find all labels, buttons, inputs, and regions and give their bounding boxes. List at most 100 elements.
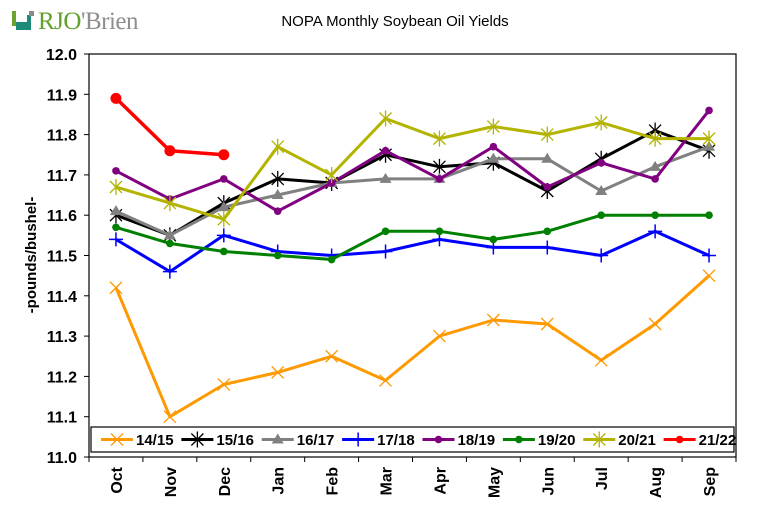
logo-text-rjo: RJO bbox=[38, 8, 81, 35]
series-line bbox=[115, 145, 710, 237]
y-tick-label: 11.8 bbox=[47, 128, 77, 145]
data-point bbox=[702, 130, 716, 147]
legend-item: 14/15 bbox=[101, 432, 174, 449]
y-tick-label: 11.1 bbox=[47, 410, 77, 427]
data-point bbox=[271, 365, 285, 379]
legend-swatch-marker bbox=[675, 435, 684, 444]
data-point bbox=[327, 179, 336, 187]
data-point bbox=[597, 211, 606, 219]
legend-label: 20/21 bbox=[618, 432, 656, 449]
data-point bbox=[217, 378, 231, 391]
data-point bbox=[540, 126, 554, 143]
data-point bbox=[594, 353, 608, 367]
data-point bbox=[271, 189, 284, 200]
data-point bbox=[110, 92, 122, 104]
data-point bbox=[489, 142, 498, 151]
series-line bbox=[115, 229, 710, 274]
series-14-15 bbox=[109, 269, 716, 424]
legend-item: 16/17 bbox=[261, 432, 335, 449]
data-point bbox=[164, 145, 176, 157]
series-20-21 bbox=[109, 110, 716, 228]
data-point bbox=[218, 149, 230, 161]
series-19-20 bbox=[112, 211, 713, 264]
data-point bbox=[435, 175, 444, 183]
data-point bbox=[702, 248, 717, 263]
data-point bbox=[162, 264, 177, 279]
legend-label: 21/22 bbox=[699, 432, 737, 449]
data-point bbox=[705, 106, 713, 115]
x-tick-label: Aug bbox=[648, 467, 665, 498]
x-tick-label: Oct bbox=[109, 466, 126, 493]
data-point bbox=[435, 227, 444, 236]
data-point bbox=[594, 114, 608, 131]
data-point bbox=[489, 235, 498, 244]
data-point bbox=[163, 229, 176, 240]
y-tick-label: 11.2 bbox=[47, 369, 77, 386]
data-point bbox=[381, 146, 390, 155]
legend-label: 16/17 bbox=[297, 432, 335, 449]
data-point bbox=[109, 205, 122, 216]
data-point bbox=[108, 232, 123, 247]
y-tick-label: 12.0 bbox=[46, 47, 77, 64]
data-point bbox=[379, 172, 392, 183]
x-tick-label: Sep bbox=[702, 467, 719, 497]
series-line bbox=[115, 213, 709, 261]
legend-swatch-marker bbox=[592, 431, 606, 448]
legend-item: 19/20 bbox=[502, 432, 576, 449]
data-point bbox=[594, 248, 609, 263]
data-point bbox=[325, 166, 339, 183]
series-line bbox=[115, 117, 709, 221]
data-point bbox=[163, 410, 177, 424]
chart-title: NOPA Monthly Soybean Oil Yields bbox=[281, 13, 508, 30]
data-point bbox=[595, 185, 608, 196]
legend-swatch-marker bbox=[434, 435, 443, 444]
plot-area bbox=[88, 53, 737, 458]
x-tick-label: Nov bbox=[163, 467, 180, 497]
x-tick-label: May bbox=[486, 467, 503, 498]
series-17-18 bbox=[108, 224, 717, 279]
legend-item: 15/16 bbox=[181, 431, 254, 449]
data-point bbox=[543, 183, 552, 191]
data-point bbox=[327, 255, 336, 264]
data-point bbox=[378, 244, 393, 259]
data-point bbox=[271, 138, 285, 155]
legend-item: 21/22 bbox=[663, 432, 737, 449]
data-point bbox=[325, 349, 339, 363]
data-point bbox=[219, 175, 228, 183]
data-point bbox=[651, 175, 659, 183]
legend-swatch-marker bbox=[515, 435, 523, 444]
legend-label: 17/18 bbox=[377, 432, 415, 449]
series-line bbox=[115, 109, 711, 213]
logo-text-brien: 'Brien bbox=[80, 8, 139, 35]
data-point bbox=[381, 227, 390, 236]
x-tick-label: Apr bbox=[432, 467, 449, 495]
data-point bbox=[540, 240, 555, 255]
data-point bbox=[702, 269, 716, 283]
y-tick-label: 11.7 bbox=[47, 168, 77, 185]
legend-label: 19/20 bbox=[538, 432, 576, 449]
data-point bbox=[163, 195, 177, 212]
data-point bbox=[486, 118, 500, 135]
series-line bbox=[114, 274, 711, 419]
data-point bbox=[273, 251, 282, 260]
legend-label: 18/19 bbox=[458, 432, 496, 449]
data-point bbox=[379, 110, 393, 127]
legend-swatch-marker bbox=[110, 433, 124, 446]
x-tick-label: Jul bbox=[594, 467, 611, 490]
y-tick-label: 11.9 bbox=[47, 87, 77, 104]
legend-swatch-marker bbox=[190, 431, 204, 448]
data-point bbox=[112, 223, 120, 232]
legend-label: 14/15 bbox=[136, 432, 174, 449]
data-point bbox=[112, 167, 120, 175]
y-axis-label: -pounds/bushel- bbox=[23, 197, 40, 314]
y-tick-label: 11.4 bbox=[47, 289, 77, 306]
logo-mark-icon bbox=[12, 11, 34, 33]
x-tick-label: Jan bbox=[271, 467, 288, 495]
data-point bbox=[217, 201, 230, 212]
legend-swatch-marker bbox=[351, 432, 366, 447]
y-tick-label: 11.6 bbox=[47, 208, 77, 225]
data-point bbox=[379, 373, 393, 387]
data-point bbox=[271, 170, 285, 187]
data-point bbox=[648, 224, 663, 239]
